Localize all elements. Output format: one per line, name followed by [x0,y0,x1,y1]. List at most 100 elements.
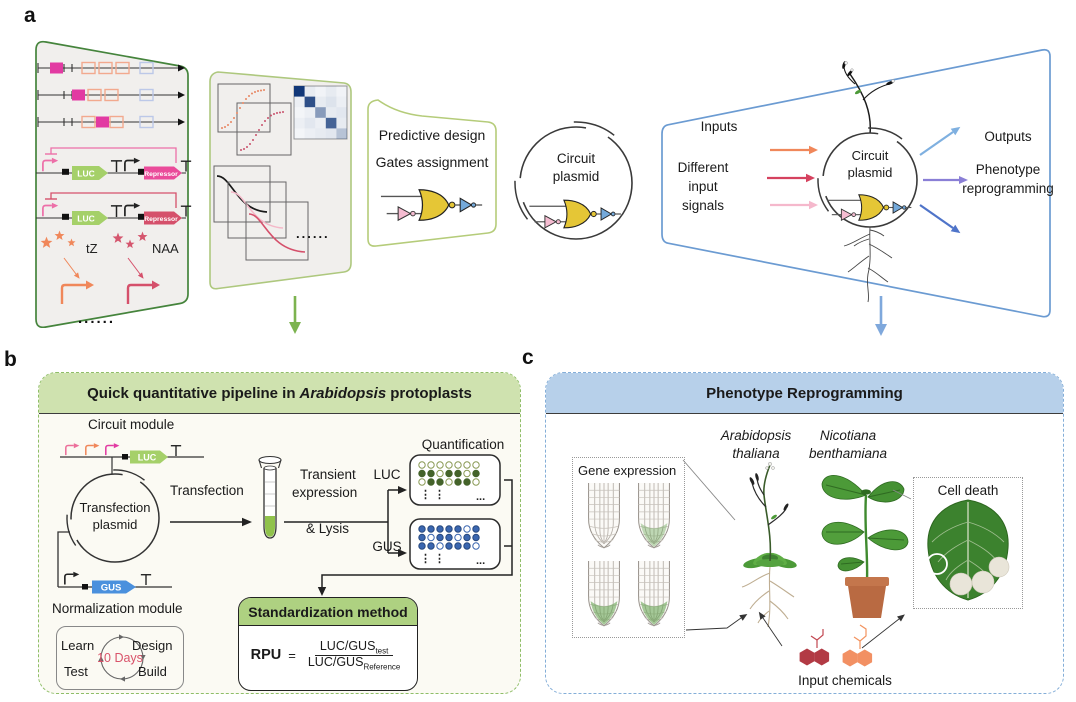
luc-plate: ⋮ ⋮ ... [409,454,501,506]
transfection-plasmid [66,469,160,563]
repressor-label: Repressor [144,171,178,178]
luc-gene-label: LUC [138,453,157,463]
gus-plate-wells [418,525,480,550]
green-down-arrow [289,296,301,334]
naa-label: NAA [152,241,179,256]
inducer-naa: NAA [112,231,179,304]
rpu-label: RPU [250,647,282,663]
circuit-module-construct: LUC [60,442,204,475]
gus-gene-label: GUS [101,583,122,594]
panel-b-title-species: Arabidopsis [299,384,387,402]
signals-label: signals [681,198,725,213]
lightblue-output-arrow [950,126,961,136]
plant-circuit-plasmid [817,61,918,303]
pot-body [848,586,886,618]
gus-plate: ⋮ ⋮ ... [409,518,501,570]
luc-gene-arrow [72,211,108,225]
microtube-icon [258,455,282,539]
circuit-plasmid-label2: plasmid [552,169,600,184]
phenotype-label: Phenotype [975,162,1041,177]
input-chemicals-label: Input chemicals [798,673,892,688]
plasmid-outer-arc [817,178,830,212]
dbtl-test-label: Test [64,664,88,679]
repressor-gene-arrow [144,166,182,180]
promoter-icon [105,442,121,456]
outputs-label: Outputs [984,129,1032,144]
ellipsis-dots: ...... [296,226,330,241]
induced-promoter-arrow [152,280,160,290]
blue-down-arrow [875,296,887,336]
plate-more-dots: ... [476,555,485,567]
predictive-design-label: Predictive design [378,127,486,143]
rpu-formula: RPU = LUC/GUStest LUC/GUSReference [239,626,417,684]
heatmap-cells [294,86,347,139]
crimson-curve [248,213,306,253]
plate-more-dots: ... [476,491,485,503]
genomic-construct-lines [37,61,185,129]
pink-input-arrow [809,200,818,210]
bracket-to-standardization [317,479,513,596]
shoot-sketch [842,61,895,135]
expression-label: expression [292,485,358,500]
rpu-fraction: LUC/GUStest LUC/GUSReference [303,638,406,672]
inducer-tz: tZ [40,230,98,304]
panel-a-label: a [24,4,36,27]
terminator-icon [170,445,182,457]
nicotiana-label: Nicotiana [819,428,877,443]
orange-scatter-points [221,89,265,129]
plasmid-to-gus-connector [57,531,70,587]
standardization-box: Standardization method RPU = LUC/GUStest… [238,597,418,691]
pot-rim [845,577,889,586]
standardization-title: Standardization method [239,598,417,626]
luc-gene-arrow [72,166,108,180]
dbtl-build-label: Build [138,664,167,679]
nicotiana-plant [821,475,909,618]
gus-gene-arrow [92,580,136,594]
model-fitting-funnel: ...... [209,71,352,290]
plasmid-outer-arc [573,121,615,136]
input-signal-arrows [767,145,818,210]
equals-sign: = [288,647,296,663]
dbtl-cycle-box [56,626,184,690]
plate-ellipsis: ⋮ ⋮ [420,553,445,565]
gates-assignment-label: Gates assignment [375,154,489,170]
luc-gene-arrow [130,450,168,464]
circuit-plasmid [514,121,633,240]
nicotiana-stem [864,494,869,581]
different-label: Different [677,160,729,175]
input-label: input [688,179,718,194]
cell-death-spot [988,556,1010,578]
parameter-heatmap [293,85,348,140]
infiltrated-leaf [926,499,1010,601]
luc-label: LUC [77,214,94,224]
nicotiana-leaves [821,475,909,572]
quantification-label: Quantification [421,437,505,452]
circuit-plasmid-label: Circuit [556,151,596,166]
gene-expression-label: Gene expression [578,463,677,478]
thaliana-label: thaliana [732,446,780,461]
promoter-icon [64,571,81,586]
promoter-icon [65,442,81,456]
luc-plate-wells [418,461,480,486]
terminator-icon [140,574,152,586]
cell-death-label: Cell death [937,483,999,498]
tz-label: tZ [86,241,98,256]
dbtl-design-label: Design [132,638,173,653]
plasmid-outer-arc [514,180,529,220]
transfection-label: Transfection [170,483,244,498]
arabidopsis-label: Arabidopsis [720,428,792,443]
transfection-plasmid-label: Transfection [79,500,151,515]
root-sketch [843,226,893,303]
construct-line-2 [37,88,185,102]
chemical-molecule-orange [842,624,873,667]
lysis-label: & Lysis [306,521,350,536]
cell-death-spot [971,570,995,594]
construct-line-1 [37,61,185,75]
blue-output-arrow [950,224,961,234]
predictive-design-funnel [367,99,497,247]
dose-response-scatter [217,83,292,156]
transfection-plasmid-label2: plasmid [92,517,138,532]
assay-branch-lines [284,486,407,557]
arabidopsis-rosette [743,552,797,569]
